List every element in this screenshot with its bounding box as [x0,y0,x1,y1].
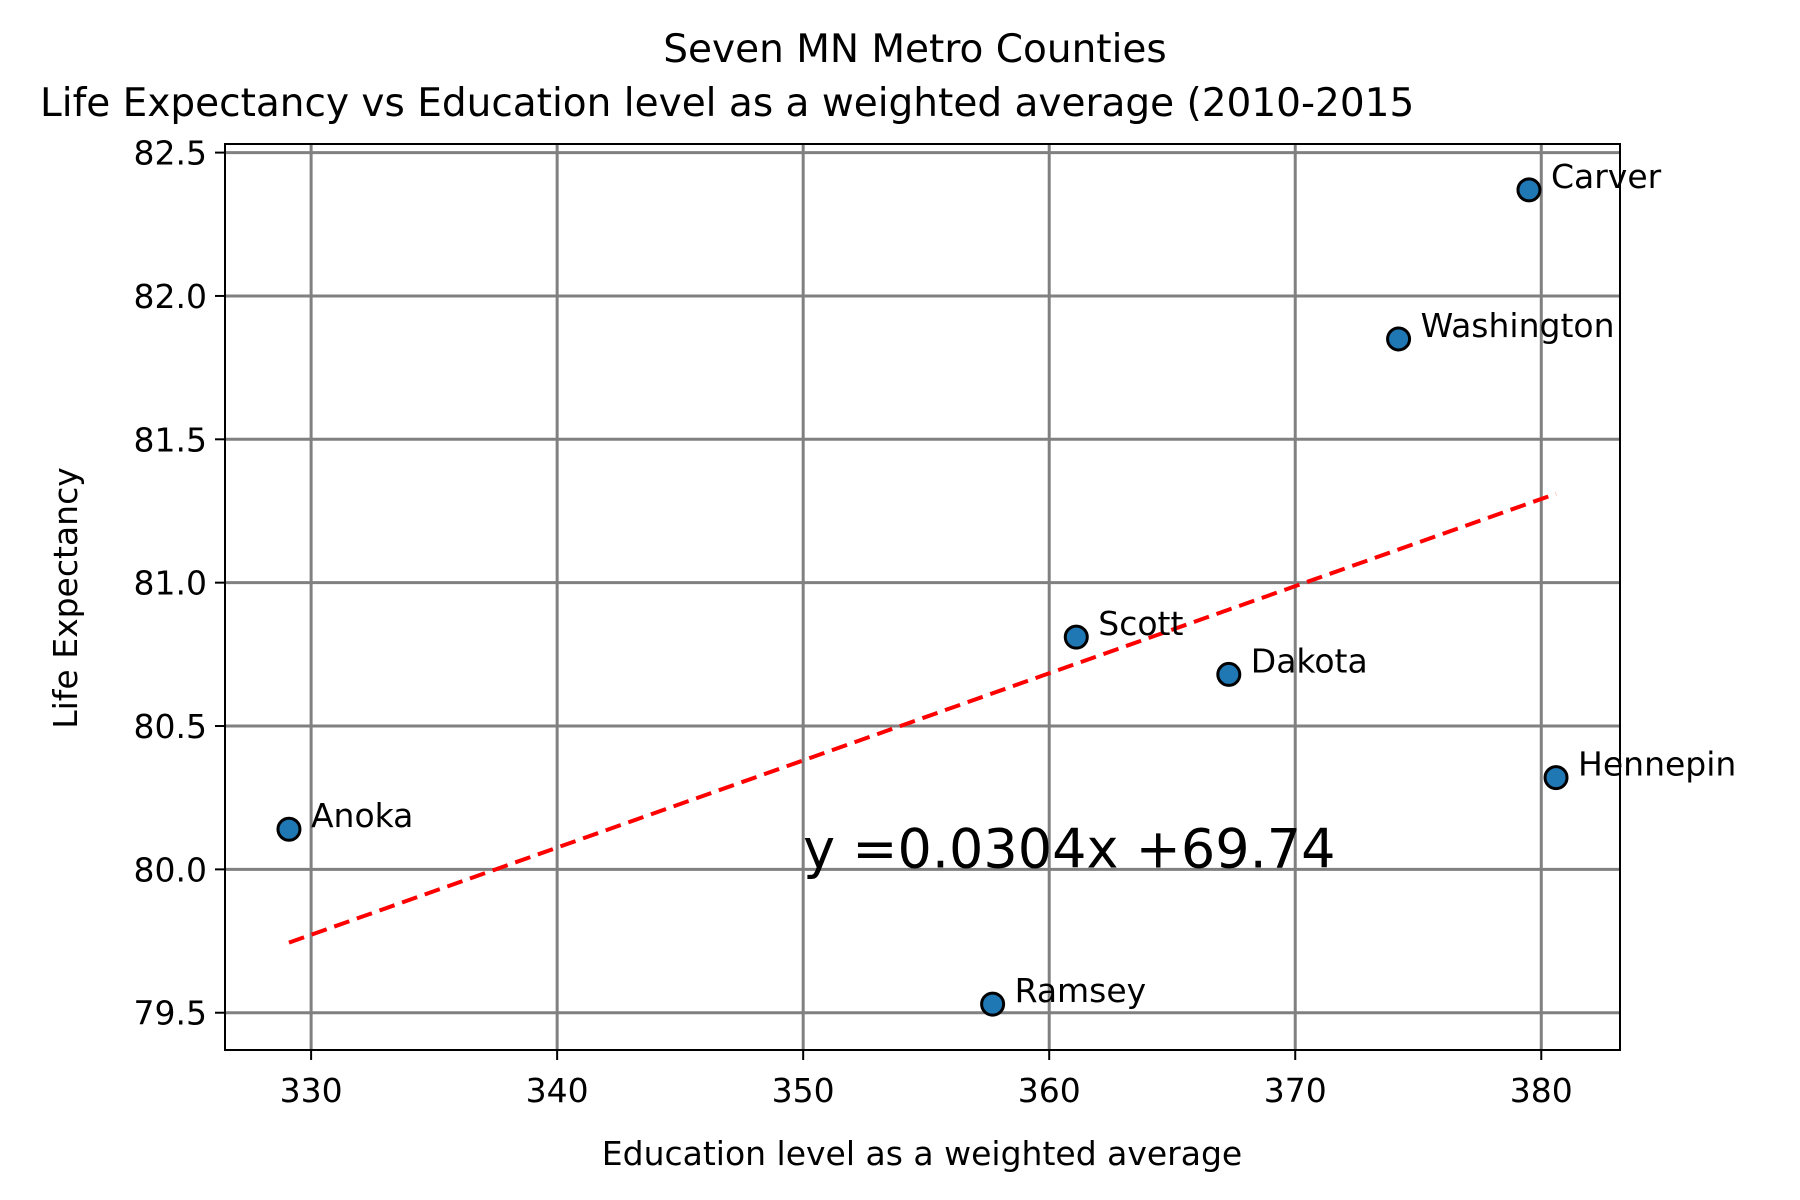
y-axis-label: Life Expectancy [46,467,85,729]
y-tick-label: 80.5 [134,707,207,746]
point-washington [1386,326,1412,352]
regression-equation: y =0.0304x +69.74 [803,817,1335,880]
x-tick-label: 330 [280,1071,343,1110]
chart-subtitle: Life Expectancy vs Education level as a … [40,81,1414,126]
x-tick-label: 360 [1018,1071,1081,1110]
chart-title: Seven MN Metro Counties [663,27,1167,72]
y-tick-label: 81.5 [134,420,207,459]
y-tick-label: 80.0 [134,850,207,889]
point-label-washington: Washington [1421,306,1615,345]
point-anoka [276,816,302,842]
data-points [276,177,1569,1017]
y-tick-label: 81.0 [134,564,207,603]
point-label-carver: Carver [1551,157,1662,196]
x-axis-label: Education level as a weighted average [602,1134,1242,1173]
y-tick-label: 82.5 [134,134,207,173]
regression-line [288,491,1557,945]
point-dakota [1216,661,1242,687]
point-ramsey [980,991,1006,1017]
y-tick-label: 79.5 [134,994,207,1033]
point-scott [1063,624,1089,650]
point-label-hennepin: Hennepin [1578,745,1736,784]
grid-lines [225,144,1620,1050]
regression-line-group [288,491,1557,945]
point-label-anoka: Anoka [311,796,413,835]
x-tick-label: 380 [1510,1071,1573,1110]
x-axis-ticks: 330 340 350 360 370 380 [280,1050,1573,1110]
point-label-scott: Scott [1098,604,1183,643]
plot-frame [224,143,1621,1051]
x-tick-label: 350 [772,1071,835,1110]
point-carver [1516,177,1542,203]
point-hennepin [1543,765,1569,791]
point-labels: Anoka Carver Dakota Hennepin Ramsey Scott Wash… [311,157,1736,1010]
y-axis-ticks: 79.5 80.0 80.5 81.0 81.5 82.0 82.5 [134,134,225,1033]
point-label-ramsey: Ramsey [1015,971,1147,1010]
y-tick-label: 82.0 [134,277,207,316]
x-tick-label: 340 [526,1071,589,1110]
point-label-dakota: Dakota [1251,641,1368,680]
x-tick-label: 370 [1264,1071,1327,1110]
